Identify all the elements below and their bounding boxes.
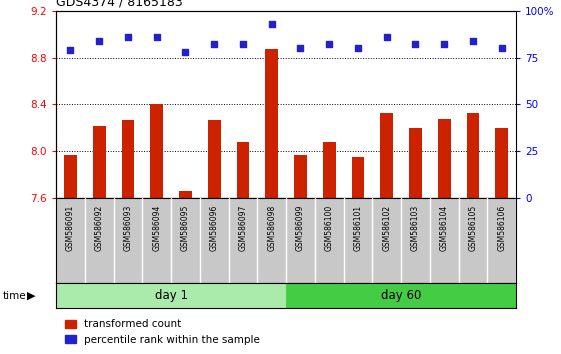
Point <box>497 45 506 51</box>
Bar <box>237 142 250 198</box>
Point <box>210 41 219 47</box>
Text: GSM586101: GSM586101 <box>353 205 362 251</box>
Bar <box>380 113 393 198</box>
Text: GSM586103: GSM586103 <box>411 205 420 251</box>
Text: GSM586091: GSM586091 <box>66 205 75 251</box>
Text: GSM586092: GSM586092 <box>95 205 104 251</box>
Point <box>267 21 276 27</box>
Text: time: time <box>3 291 26 301</box>
Point <box>238 41 247 47</box>
Text: GSM586106: GSM586106 <box>497 205 506 251</box>
Text: GSM586102: GSM586102 <box>382 205 391 251</box>
Text: GSM586094: GSM586094 <box>152 205 161 251</box>
Point <box>468 38 477 44</box>
Bar <box>150 104 163 198</box>
Bar <box>323 142 335 198</box>
Point <box>353 45 362 51</box>
Bar <box>265 49 278 198</box>
Point <box>411 41 420 47</box>
Bar <box>179 191 192 198</box>
Bar <box>352 157 365 198</box>
Legend: transformed count, percentile rank within the sample: transformed count, percentile rank withi… <box>61 315 264 349</box>
Point <box>325 41 334 47</box>
Bar <box>409 128 422 198</box>
Bar <box>286 283 516 308</box>
Text: GSM586105: GSM586105 <box>468 205 477 251</box>
Bar <box>64 155 77 198</box>
Bar <box>294 155 307 198</box>
Point <box>123 34 132 40</box>
Point <box>181 49 190 55</box>
Point <box>152 34 161 40</box>
Point <box>66 47 75 53</box>
Text: GSM586095: GSM586095 <box>181 205 190 251</box>
Point <box>296 45 305 51</box>
Bar <box>467 113 480 198</box>
Bar <box>93 126 105 198</box>
Text: day 1: day 1 <box>155 289 187 302</box>
Bar <box>208 120 220 198</box>
Point <box>95 38 104 44</box>
Text: GSM586104: GSM586104 <box>440 205 449 251</box>
Text: GSM586098: GSM586098 <box>267 205 276 251</box>
Text: ▶: ▶ <box>27 291 35 301</box>
Point <box>382 34 391 40</box>
Bar <box>122 120 135 198</box>
Text: day 60: day 60 <box>381 289 421 302</box>
Text: GDS4374 / 8165183: GDS4374 / 8165183 <box>56 0 183 8</box>
Bar <box>438 119 450 198</box>
Text: GSM586096: GSM586096 <box>210 205 219 251</box>
Bar <box>495 128 508 198</box>
Point <box>440 41 449 47</box>
Text: GSM586093: GSM586093 <box>123 205 132 251</box>
Text: GSM586099: GSM586099 <box>296 205 305 251</box>
Text: GSM586100: GSM586100 <box>325 205 334 251</box>
Text: GSM586097: GSM586097 <box>238 205 247 251</box>
